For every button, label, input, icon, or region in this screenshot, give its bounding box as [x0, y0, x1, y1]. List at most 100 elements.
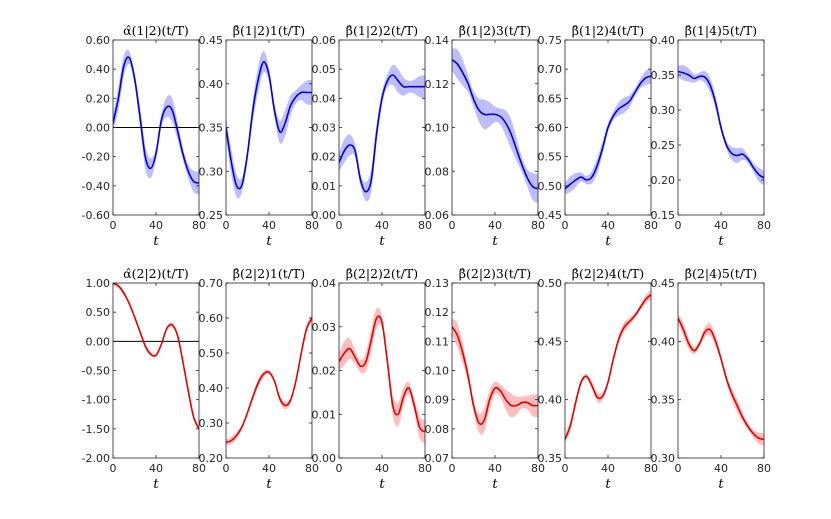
y-tick-label: 0.60	[199, 312, 224, 325]
panel-12: 0.30 0.35 0.40 0.45 0 40 80 t β̂(2|4)5(t/T)	[651, 266, 772, 492]
x-tick-label: 0	[336, 219, 343, 232]
y-tick-label: 0.50	[86, 306, 111, 319]
panel-3: 0.00 0.01 0.02 0.03 0.04 0.05 0.06 0 40 80 t β̂(1|2…	[312, 23, 433, 249]
x-tick-label: 80	[757, 462, 771, 475]
y-tick-label: 0.02	[312, 365, 337, 378]
y-tick-label: 0.35	[538, 452, 563, 465]
y-tick-label: 0.45	[538, 209, 563, 222]
panel-9: 0.00 0.01 0.02 0.03 0.04 0 40 80 t β̂(2|2)2(t/T)	[312, 266, 433, 492]
panel-4: 0.06 0.08 0.10 0.12 0.14 0 40 80 t β̂(1|2)3(t/T)	[425, 23, 546, 249]
x-axis-label: t	[718, 477, 724, 492]
y-tick-label: 0.40	[199, 382, 224, 395]
y-tick-label: 0.30	[199, 417, 224, 430]
y-tick-label: 0.40	[86, 63, 111, 76]
y-tick-label: 0.35	[199, 122, 224, 135]
x-tick-label: 0	[223, 219, 230, 232]
y-tick-label: 0.03	[312, 321, 337, 334]
y-tick-label: 1.00	[86, 277, 111, 290]
x-tick-label: 0	[449, 219, 456, 232]
x-tick-label: 80	[644, 462, 658, 475]
x-tick-label: 0	[110, 462, 117, 475]
panel-title: β̂(2|4)5(t/T)	[685, 266, 757, 281]
x-tick-label: 0	[675, 219, 682, 232]
y-tick-label: 0.06	[312, 34, 337, 47]
x-tick-label: 80	[531, 219, 545, 232]
plot-area	[452, 40, 538, 215]
y-tick-label: 0.60	[86, 34, 111, 47]
panel-title: β̂(2|2)4(t/T)	[572, 266, 644, 281]
x-tick-label: 40	[714, 219, 728, 232]
x-tick-label: 40	[714, 462, 728, 475]
estimate-line	[226, 317, 312, 444]
panel-title: β̂(1|2)1(t/T)	[233, 23, 305, 38]
y-tick-label: 0.06	[425, 209, 450, 222]
y-tick-label: 0.50	[538, 180, 563, 193]
x-axis-label: t	[605, 477, 611, 492]
panel-11: 0.35 0.40 0.45 0.50 0 40 80 t β̂(2|2)4(t/T)	[538, 266, 659, 492]
y-tick-label: 0.01	[312, 180, 337, 193]
confidence-band	[452, 48, 538, 204]
y-tick-label: 0.08	[425, 423, 450, 436]
x-tick-label: 0	[562, 219, 569, 232]
y-tick-label: 0.20	[651, 174, 676, 187]
y-tick-label: 0.70	[199, 277, 224, 290]
panel-title: β̂(2|2)3(t/T)	[459, 266, 531, 281]
x-tick-label: 80	[418, 462, 432, 475]
y-tick-label: 0.01	[312, 408, 337, 421]
x-axis-label: t	[718, 234, 724, 249]
x-axis-label: t	[492, 234, 498, 249]
y-tick-label: 0.00	[312, 452, 337, 465]
confidence-band	[113, 49, 199, 195]
y-tick-label: 0.11	[425, 335, 450, 348]
y-tick-label: -0.60	[82, 209, 110, 222]
x-tick-label: 40	[488, 219, 502, 232]
plot-content	[452, 318, 538, 435]
y-tick-label: 0.09	[425, 394, 450, 407]
y-tick-label: 0.00	[86, 335, 111, 348]
x-tick-label: 40	[149, 462, 163, 475]
x-tick-label: 0	[336, 462, 343, 475]
panel-6: 0.15 0.20 0.25 0.30 0.35 0.40 0 40 80 t β̂(1|4)5(t…	[651, 23, 772, 249]
estimate-line	[565, 75, 651, 190]
y-tick-label: 0.25	[199, 209, 224, 222]
plot-area	[339, 40, 425, 215]
x-axis-label: t	[605, 234, 611, 249]
y-tick-label: 0.03	[312, 122, 337, 135]
y-tick-label: -0.20	[82, 151, 110, 164]
y-tick-label: 0.05	[312, 63, 337, 76]
x-tick-label: 80	[192, 219, 206, 232]
y-tick-label: 0.45	[538, 335, 563, 348]
estimate-line	[678, 70, 764, 179]
y-tick-label: 0.20	[199, 452, 224, 465]
estimate-line	[226, 61, 312, 190]
plot-content	[339, 307, 425, 444]
y-tick-label: 0.40	[651, 335, 676, 348]
x-axis-label: t	[153, 477, 159, 492]
x-axis-label: t	[379, 477, 385, 492]
panel-title: α̂(2|2)(t/T)	[123, 266, 189, 281]
confidence-band	[226, 51, 312, 199]
x-axis-label: t	[266, 234, 272, 249]
y-tick-label: 0.70	[538, 63, 563, 76]
y-tick-label: 0.00	[86, 122, 111, 135]
y-tick-label: -2.00	[82, 452, 110, 465]
x-tick-label: 80	[757, 219, 771, 232]
y-tick-label: 0.12	[425, 78, 450, 91]
y-tick-label: 0.04	[312, 92, 337, 105]
x-tick-label: 0	[110, 219, 117, 232]
x-tick-label: 0	[449, 462, 456, 475]
plot-content	[452, 48, 538, 204]
y-tick-label: 0.45	[651, 277, 676, 290]
y-tick-label: 0.13	[425, 277, 450, 290]
y-tick-label: 0.02	[312, 151, 337, 164]
panel-title: β̂(2|2)2(t/T)	[346, 266, 418, 281]
y-tick-label: 0.55	[538, 151, 563, 164]
estimate-line	[565, 294, 651, 440]
plot-content	[678, 313, 764, 446]
y-tick-label: 0.15	[651, 209, 676, 222]
confidence-band	[678, 313, 764, 446]
plot-area	[339, 283, 425, 458]
y-tick-label: 0.50	[199, 347, 224, 360]
y-tick-label: -1.00	[82, 394, 110, 407]
